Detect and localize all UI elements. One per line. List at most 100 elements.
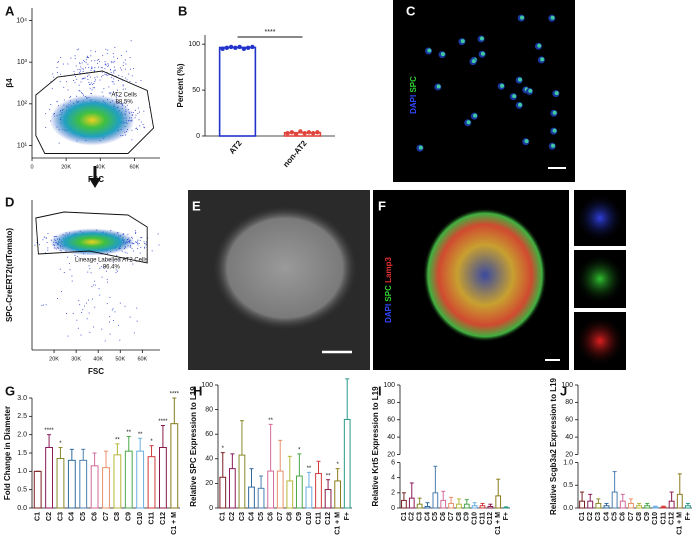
event-dot	[92, 284, 94, 286]
y-tick-label: 20	[387, 451, 395, 458]
event-dot	[126, 252, 128, 254]
point	[285, 131, 290, 136]
event-dot	[112, 53, 114, 55]
event-dot	[110, 72, 112, 74]
event-dot	[114, 69, 116, 71]
event-dot	[119, 339, 121, 341]
x-tick-label: C6	[440, 512, 447, 521]
point	[306, 130, 312, 135]
event-dot	[113, 70, 115, 72]
panel-label: F	[378, 198, 386, 213]
y-tick-label: 2.5	[17, 413, 27, 420]
event-dot	[105, 48, 107, 50]
event-dot	[103, 266, 105, 268]
event-dot	[80, 334, 82, 336]
event-dot	[110, 69, 111, 71]
event-dot	[46, 242, 48, 243]
bar	[440, 499, 447, 509]
event-dot	[114, 60, 116, 62]
point	[289, 130, 295, 135]
bar	[315, 473, 322, 509]
bar	[636, 505, 643, 509]
x-tick-label: F+	[344, 512, 351, 520]
event-dot	[106, 281, 108, 283]
gate-percent: 88.5%	[116, 100, 134, 106]
cell-spc	[552, 110, 557, 115]
event-dot	[113, 72, 115, 74]
event-dot	[113, 320, 115, 322]
event-dot	[78, 89, 80, 91]
event-dot	[36, 242, 38, 244]
event-dot	[135, 233, 136, 235]
event-dot	[82, 71, 84, 72]
event-dot	[45, 304, 47, 306]
y-tick-label: 4	[391, 475, 395, 482]
panel-label: B	[178, 3, 187, 18]
event-dot	[94, 81, 96, 83]
event-dot	[136, 307, 138, 309]
event-dot	[66, 313, 67, 315]
x-tick-label: F+	[503, 512, 510, 520]
event-dot	[123, 102, 125, 104]
x-tick-label: C11	[148, 512, 155, 525]
event-dot	[57, 62, 59, 64]
significance: *	[298, 447, 301, 453]
x-tick-label: 60K	[130, 164, 140, 170]
event-dot	[78, 84, 80, 86]
density-core	[49, 228, 135, 256]
event-dot	[113, 91, 115, 93]
event-dot	[107, 63, 109, 65]
event-dot	[70, 95, 72, 97]
event-dot	[91, 286, 93, 288]
event-dot	[138, 119, 140, 121]
bar	[595, 502, 602, 509]
event-dot	[73, 79, 75, 81]
event-dot	[91, 84, 93, 85]
event-dot	[76, 255, 78, 257]
y-tick-label: 40	[205, 456, 213, 463]
significance: ****	[44, 428, 54, 434]
event-dot	[57, 298, 59, 300]
event-dot	[81, 312, 83, 313]
event-dot	[111, 60, 113, 62]
event-dot	[97, 59, 99, 61]
bar	[238, 454, 246, 509]
event-dot	[109, 296, 111, 298]
event-dot	[79, 304, 81, 306]
event-dot	[101, 328, 103, 330]
event-dot	[81, 78, 83, 80]
event-dot	[88, 67, 90, 69]
bar	[124, 450, 133, 509]
bar	[495, 495, 502, 509]
event-dot	[109, 333, 111, 335]
event-dot	[101, 67, 103, 69]
event-dot	[89, 84, 90, 85]
event-dot	[88, 82, 90, 84]
event-dot	[114, 93, 116, 95]
x-tick-label: C1 + M	[334, 512, 341, 535]
event-dot	[63, 99, 65, 101]
event-dot	[99, 294, 101, 296]
event-dot	[87, 299, 89, 301]
bar	[218, 46, 257, 137]
event-dot	[89, 331, 91, 333]
bar	[408, 497, 415, 509]
event-dot	[129, 80, 131, 82]
x-tick-label: C5	[611, 512, 618, 521]
bar	[487, 505, 494, 509]
point	[241, 46, 247, 51]
event-dot	[137, 244, 139, 246]
y-tick-label: 2.0	[17, 432, 27, 439]
event-dot	[105, 260, 107, 262]
gate-name: Lineage Labelled AT2 Cells	[75, 258, 148, 264]
y-tick-label: 6	[391, 459, 395, 466]
event-dot	[81, 62, 83, 64]
y-axis-label: β4	[5, 78, 14, 88]
event-dot	[113, 56, 115, 58]
event-dot	[88, 312, 90, 314]
event-dot	[51, 87, 53, 89]
significance: *	[222, 446, 225, 452]
cell-spc	[440, 52, 445, 57]
event-dot	[126, 104, 128, 106]
event-dot	[94, 70, 95, 72]
